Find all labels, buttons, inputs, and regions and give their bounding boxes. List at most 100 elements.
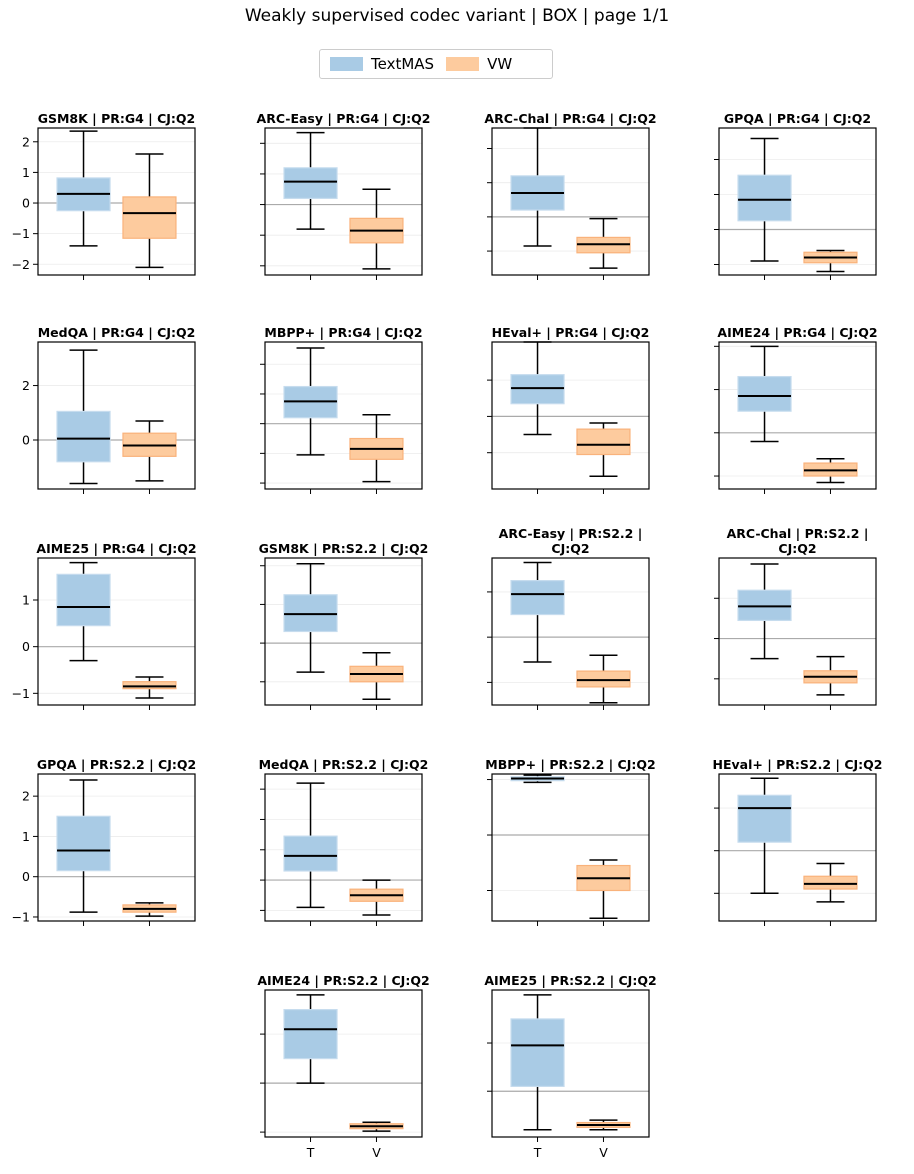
subplot-title: AIME25 | PR:G4 | CJ:Q2: [36, 541, 196, 556]
y-tick-label: −1: [12, 226, 30, 241]
subplot-title: CJ:Q2: [778, 541, 816, 556]
y-tick-label: 0: [22, 639, 30, 654]
subplot-11: ARC-Easy | PR:S2.2 |CJ:Q2: [487, 526, 650, 710]
subplot-17: AIME24 | PR:S2.2 | CJ:Q2 T V: [257, 973, 429, 1160]
y-tick-label: 0: [22, 433, 30, 448]
subplot-7: HEval+ | PR:G4 | CJ:Q2: [487, 325, 650, 494]
subplot-title: MBPP+ | PR:S2.2 | CJ:Q2: [485, 757, 655, 772]
subplot-14: MedQA | PR:S2.2 | CJ:Q2: [259, 757, 429, 926]
legend-label-vw: VW: [487, 55, 513, 73]
box-textmas: [737, 589, 792, 622]
legend-label-textmas: TextMAS: [371, 55, 435, 73]
subplot-frame: [37, 341, 196, 490]
box-vw: [576, 670, 631, 688]
box-textmas: [510, 1018, 565, 1087]
y-tick-label: 1: [22, 829, 30, 844]
box-textmas: [283, 167, 338, 200]
y-tick-label: 2: [22, 134, 30, 149]
subplot-frame: [491, 127, 650, 276]
box-textmas: [510, 374, 565, 405]
figure-title: Weakly supervised codec variant | BOX | …: [244, 6, 670, 26]
legend-swatch-textmas: [330, 57, 363, 71]
box-vw: [122, 196, 177, 239]
subplot-frame: [491, 773, 650, 922]
box-vw: [803, 875, 858, 890]
subplot-15: MBPP+ | PR:S2.2 | CJ:Q2: [485, 757, 656, 926]
subplot-frame: [718, 341, 877, 490]
subplot-10: GSM8K | PR:S2.2 | CJ:Q2: [259, 541, 429, 710]
subplot-4: GPQA | PR:G4 | CJ:Q2: [714, 111, 877, 280]
subplot-9: AIME25 | PR:G4 | CJ:Q2 −1 0 1: [12, 541, 197, 710]
box-textmas: [510, 580, 565, 616]
subplot-frame: [491, 989, 650, 1138]
y-tick-label: 1: [22, 593, 30, 608]
subplot-frame: [264, 989, 423, 1138]
box-textmas: [56, 573, 111, 627]
subplot-title: ARC-Easy | PR:S2.2 |: [499, 526, 643, 541]
y-tick-label: −1: [12, 909, 30, 924]
subplot-title: HEval+ | PR:S2.2 | CJ:Q2: [713, 757, 883, 772]
legend-item-vw: VW: [446, 55, 512, 73]
box-textmas: [737, 375, 792, 412]
subplot-title: MedQA | PR:S2.2 | CJ:Q2: [259, 757, 429, 772]
subplot-title: CJ:Q2: [551, 541, 589, 556]
subplot-13: GPQA | PR:S2.2 | CJ:Q2 −1 0 1 2: [12, 757, 196, 926]
subplot-title: ARC-Chal | PR:G4 | CJ:Q2: [484, 111, 656, 126]
subplot-frame: [718, 127, 877, 276]
subplot-2: ARC-Easy | PR:G4 | CJ:Q2: [257, 111, 431, 280]
box-textmas: [56, 815, 111, 872]
subplot-frame: [718, 773, 877, 922]
y-tick-label: −2: [12, 257, 30, 272]
subplot-title: GSM8K | PR:G4 | CJ:Q2: [38, 111, 196, 126]
legend-item-textmas: TextMAS: [330, 55, 434, 73]
subplot-18: AIME25 | PR:S2.2 | CJ:Q2 T V: [484, 973, 656, 1160]
subplot-3: ARC-Chal | PR:G4 | CJ:Q2: [484, 111, 657, 280]
subplot-6: MBPP+ | PR:G4 | CJ:Q2: [260, 325, 423, 494]
box-textmas: [283, 1008, 338, 1060]
subplot-frame: [37, 773, 196, 922]
box-textmas: [283, 835, 338, 872]
y-tick-label: 0: [22, 869, 30, 884]
y-tick-label: 2: [22, 789, 30, 804]
y-tick-label: 1: [22, 165, 30, 180]
subplot-title: GSM8K | PR:S2.2 | CJ:Q2: [259, 541, 429, 556]
legend: TextMAS VW: [319, 49, 553, 79]
subplot-1: GSM8K | PR:G4 | CJ:Q2 −2 −1 0 1 2: [12, 111, 196, 280]
box-vw: [122, 681, 177, 690]
x-tick-label: T: [306, 1145, 315, 1160]
subplot-title: GPQA | PR:S2.2 | CJ:Q2: [37, 757, 196, 772]
subplot-title: AIME24 | PR:G4 | CJ:Q2: [717, 325, 877, 340]
subplot-title: AIME24 | PR:S2.2 | CJ:Q2: [257, 973, 429, 988]
box-textmas: [737, 174, 792, 222]
subplot-frame: [264, 773, 423, 922]
subplot-frame: [491, 341, 650, 490]
subplot-title: ARC-Chal | PR:S2.2 |: [727, 526, 869, 541]
subplot-12: ARC-Chal | PR:S2.2 |CJ:Q2: [714, 526, 877, 710]
subplot-title: HEval+ | PR:G4 | CJ:Q2: [492, 325, 650, 340]
x-tick-label: T: [533, 1145, 542, 1160]
subplot-8: AIME24 | PR:G4 | CJ:Q2: [714, 325, 878, 494]
subplot-title: ARC-Easy | PR:G4 | CJ:Q2: [257, 111, 431, 126]
subplot-title: MBPP+ | PR:G4 | CJ:Q2: [264, 325, 422, 340]
legend-swatch-vw: [446, 57, 480, 71]
subplot-frame: [491, 557, 650, 706]
subplot-frame: [264, 557, 423, 706]
box-vw: [576, 428, 631, 456]
box-textmas: [56, 410, 111, 463]
box-textmas: [737, 794, 792, 843]
x-tick-label: V: [599, 1145, 608, 1160]
subplot-16: HEval+ | PR:S2.2 | CJ:Q2: [713, 757, 883, 926]
y-tick-label: 2: [22, 378, 30, 393]
subplot-5: MedQA | PR:G4 | CJ:Q2 0 2: [22, 325, 196, 494]
subplot-title: MedQA | PR:G4 | CJ:Q2: [38, 325, 196, 340]
y-tick-label: −1: [12, 686, 30, 701]
subplot-frame: [37, 557, 196, 706]
y-tick-label: 0: [22, 196, 30, 211]
subplot-frame: [264, 341, 423, 490]
subplot-frame: [37, 127, 196, 276]
subplot-title: GPQA | PR:G4 | CJ:Q2: [724, 111, 871, 126]
subplot-title: AIME25 | PR:S2.2 | CJ:Q2: [484, 973, 656, 988]
x-tick-label: V: [372, 1145, 381, 1160]
subplot-frame: [718, 557, 877, 706]
